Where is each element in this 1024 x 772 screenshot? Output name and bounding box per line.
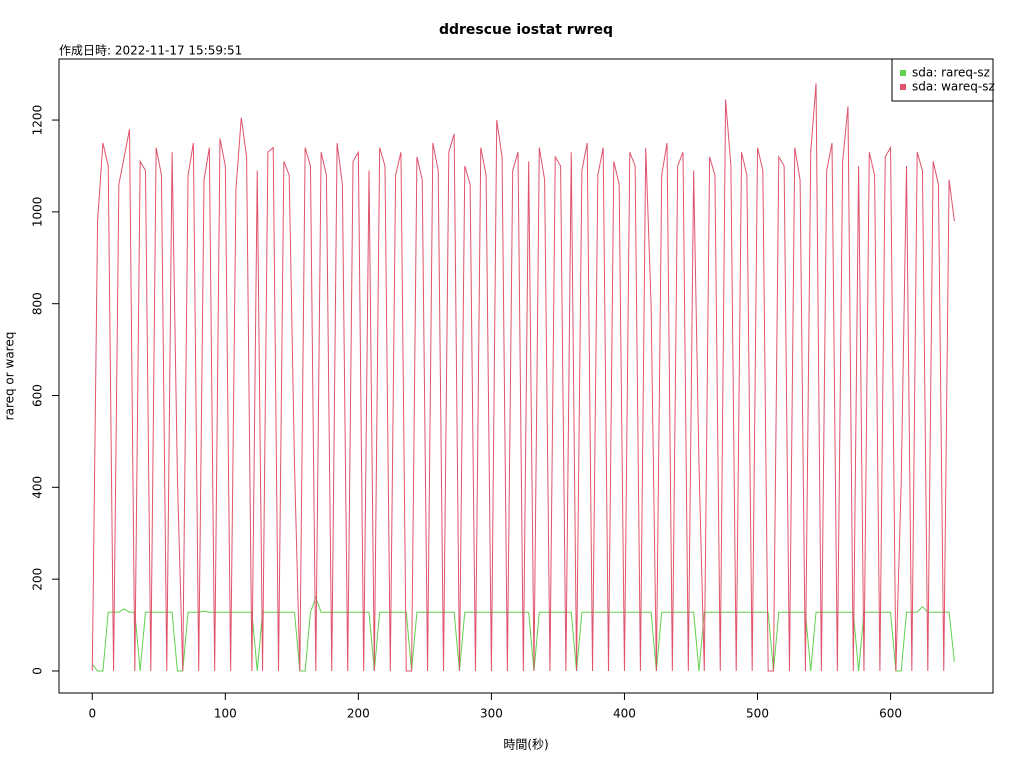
y-tick-label: 600: [31, 384, 45, 407]
x-axis-label: 時間(秒): [503, 738, 548, 752]
x-tick-label: 400: [613, 707, 636, 721]
legend-label: sda: rareq-sz: [912, 66, 990, 80]
x-tick-label: 300: [480, 707, 503, 721]
legend-swatch: [900, 84, 906, 90]
y-tick-label: 200: [31, 568, 45, 591]
x-tick-label: 0: [88, 707, 96, 721]
chart-title: ddrescue iostat rwreq: [439, 22, 613, 38]
data-line: [91, 596, 955, 672]
data-line: [91, 83, 955, 672]
legend-label: sda: wareq-sz: [912, 80, 995, 94]
legend-swatch: [900, 70, 906, 76]
x-tick-label: 500: [746, 707, 769, 721]
x-tick-label: 100: [214, 707, 237, 721]
chart-subtitle: 作成日時: 2022-11-17 15:59:51: [59, 44, 242, 58]
y-tick-label: 0: [31, 667, 45, 675]
y-tick-label: 800: [31, 292, 45, 315]
y-axis-label: rareq or wareq: [3, 332, 17, 421]
x-tick-label: 600: [879, 707, 902, 721]
y-tick-label: 400: [31, 476, 45, 499]
y-tick-label: 1200: [31, 105, 45, 136]
legend-box: [891, 58, 994, 102]
y-tick-label: 1000: [31, 197, 45, 228]
x-tick-label: 200: [347, 707, 370, 721]
plot-frame: [58, 58, 994, 694]
